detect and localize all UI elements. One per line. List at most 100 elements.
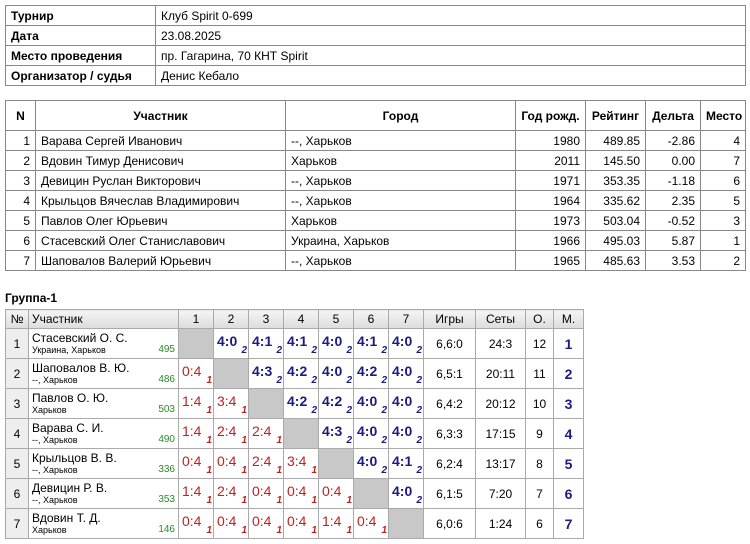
score: 4:0 2 <box>390 420 423 448</box>
participant-name: Варава С. И. <box>32 421 104 435</box>
rating: 495 <box>158 344 175 355</box>
player-cell: 6 <box>5 230 36 251</box>
score-mark: 1 <box>311 495 317 506</box>
participant-city: --, Харьков 353 <box>32 494 175 506</box>
games: 6,4:2 <box>423 388 476 419</box>
games: 6,6:0 <box>423 328 476 359</box>
info-key: Организатор / судья <box>5 65 156 86</box>
score-value: 0:4 <box>182 513 202 529</box>
score-value: 0:4 <box>217 513 237 529</box>
header-cell: М. <box>553 309 584 329</box>
participant-city: Украина, Харьков 495 <box>32 344 175 356</box>
score: 2:4 1 <box>250 420 283 448</box>
sets: 24:3 <box>475 328 526 359</box>
score-cell: 4:0 2 <box>388 388 424 419</box>
score-mark: 2 <box>416 495 422 506</box>
participant: Варава С. И. --, Харьков 490 <box>28 418 179 449</box>
row-number: 6 <box>5 478 29 509</box>
participant: Вдовин Т. Д. Харьков 146 <box>28 508 179 539</box>
score-mark: 2 <box>416 375 422 386</box>
player-cell: 1971 <box>515 170 586 191</box>
player-cell: 4 <box>5 190 36 211</box>
player-cell: 2 <box>5 150 36 171</box>
score-cell: 3:4 1 <box>283 448 319 479</box>
player-cell: 5.87 <box>645 230 701 251</box>
group-row: 5 Крыльцов В. В. --, Харьков 336 0:4 1 0:4 1 2:4… <box>5 448 584 479</box>
score: 0:4 1 <box>250 480 283 508</box>
player-cell: 4 <box>700 130 746 151</box>
player-cell: Украина, Харьков <box>285 230 516 251</box>
score-mark: 1 <box>346 495 352 506</box>
info-row: Место проведения пр. Гагарина, 70 КНТ Spi… <box>5 45 746 66</box>
score-cell: 4:2 2 <box>318 388 354 419</box>
score-cell: 1:4 1 <box>318 508 354 539</box>
player-cell: Харьков <box>285 150 516 171</box>
score-cell: 4:1 2 <box>283 328 319 359</box>
score-value: 0:4 <box>217 453 237 469</box>
score: 3:4 1 <box>215 390 248 418</box>
score-mark: 1 <box>241 405 247 416</box>
score: 0:4 1 <box>180 510 213 538</box>
header-cell: 6 <box>353 309 389 329</box>
player-cell: 5 <box>700 190 746 211</box>
row-number: 1 <box>5 328 29 359</box>
score-cell: 0:4 1 <box>213 508 249 539</box>
score-mark: 1 <box>241 525 247 536</box>
player-row: 5 Павлов Олег Юрьевич Харьков 1973 503.04 -0.… <box>5 210 746 231</box>
player-cell: Павлов Олег Юрьевич <box>35 210 286 231</box>
participant-city: --, Харьков 486 <box>32 375 175 386</box>
player-row: 3 Девицин Руслан Викторович --, Харьков 197… <box>5 170 746 191</box>
group-row: 1 Стасевский О. С. Украина, Харьков 495 4:0 2… <box>5 328 584 359</box>
player-cell: 6 <box>700 170 746 191</box>
sets: 1:24 <box>475 508 526 539</box>
score-cell: 0:4 1 <box>353 508 389 539</box>
score-value: 4:1 <box>392 453 413 469</box>
player-cell: 353.35 <box>585 170 646 191</box>
score: 1:4 1 <box>320 510 353 538</box>
group-title: Группа-1 <box>5 291 58 305</box>
score-mark: 1 <box>206 405 212 416</box>
player-cell: 2 <box>700 250 746 271</box>
player-row: 1 Варава Сергей Иванович --, Харьков 1980 48… <box>5 130 746 151</box>
rating: 336 <box>158 464 175 475</box>
diagonal-cell <box>353 478 389 509</box>
score-value: 2:4 <box>217 483 237 499</box>
diagonal-cell <box>388 508 424 539</box>
score-mark: 1 <box>311 465 317 476</box>
player-cell: 5 <box>5 210 36 231</box>
rating: 353 <box>158 494 175 505</box>
score: 4:1 2 <box>390 450 423 478</box>
player-cell: --, Харьков <box>285 130 516 151</box>
header-cell: 1 <box>178 309 214 329</box>
diagonal-cell <box>318 448 354 479</box>
score: 4:0 2 <box>215 330 248 358</box>
player-cell: Крыльцов Вячеслав Владимирович <box>35 190 286 211</box>
player-cell: 1964 <box>515 190 586 211</box>
header-cell: Игры <box>423 309 476 329</box>
participant-city: Харьков 146 <box>32 525 175 536</box>
score-mark: 2 <box>346 405 352 416</box>
score: 4:2 2 <box>285 390 318 418</box>
group-row: 3 Павлов О. Ю. Харьков 503 1:4 1 3:4 1 4:2 2 4:2 2 4… <box>5 388 584 419</box>
score: 4:0 2 <box>355 390 388 418</box>
score: 4:0 2 <box>355 450 388 478</box>
score-value: 4:0 <box>392 393 413 409</box>
score-value: 3:4 <box>287 453 307 469</box>
group-table: № Участник 1 2 3 4 5 6 7 Игры Сеты О. М. 1 Стасевский … <box>5 309 584 539</box>
points: 12 <box>525 328 554 359</box>
city: Харьков <box>32 405 67 415</box>
row-number: 5 <box>5 448 29 479</box>
participant-name: Крыльцов В. В. <box>32 451 117 465</box>
score: 2:4 1 <box>215 420 248 448</box>
info-key: Место проведения <box>5 45 156 66</box>
score: 4:2 2 <box>320 390 353 418</box>
score-cell: 4:0 2 <box>388 478 424 509</box>
score-cell: 3:4 1 <box>213 388 249 419</box>
score-cell: 4:0 2 <box>388 418 424 449</box>
score-mark: 1 <box>241 495 247 506</box>
score-cell: 4:0 2 <box>318 328 354 359</box>
sets: 17:15 <box>475 418 526 449</box>
score: 4:3 2 <box>320 420 353 448</box>
score-value: 4:0 <box>217 333 238 349</box>
participant-name: Девицин Р. В. <box>32 481 108 495</box>
